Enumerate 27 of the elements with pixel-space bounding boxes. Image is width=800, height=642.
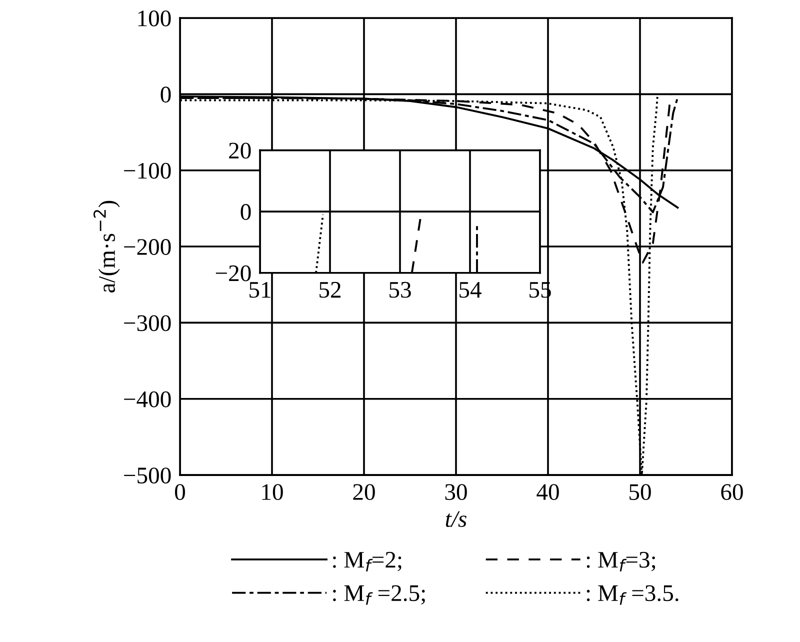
x-tick-label: 50 — [630, 484, 651, 500]
x-tick-label: 54 — [460, 282, 482, 298]
legend-label: : M$_{f}$=2; — [333, 552, 402, 572]
legend-label: : M$_{f}$=3; — [586, 552, 656, 572]
x-tick-label: 53 — [390, 282, 411, 298]
y-tick-label: −20 — [216, 265, 251, 282]
y-tick-label: −500 — [124, 468, 171, 484]
x-tick-label: 0 — [174, 484, 186, 500]
y-tick-label: 0 — [240, 204, 251, 220]
y-tick-label: −200 — [124, 239, 171, 255]
x-tick-label: 20 — [353, 484, 375, 500]
x-tick-label: 60 — [721, 484, 743, 500]
y-tick-label: −400 — [124, 391, 171, 408]
y-tick-label: −100 — [124, 162, 171, 179]
x-tick-label: 10 — [262, 484, 283, 500]
x-tick-label: 51 — [250, 282, 270, 298]
legend-label: : M$_{f}$ =2.5; — [333, 585, 425, 605]
y-tick-label: 100 — [138, 10, 171, 26]
x-tick-label: 40 — [536, 484, 559, 500]
x-axis-title: t/s — [446, 511, 466, 527]
y-axis-title: a/(m·s$^{−2}$) — [93, 200, 120, 292]
x-tick-label: 52 — [320, 282, 341, 298]
x-tick-label: 30 — [445, 484, 467, 500]
y-tick-label: 20 — [229, 142, 251, 159]
y-tick-label: 0 — [160, 86, 171, 103]
y-tick-label: −300 — [124, 315, 171, 332]
legend-label: : M$_{f}$ =3.5. — [586, 585, 678, 605]
